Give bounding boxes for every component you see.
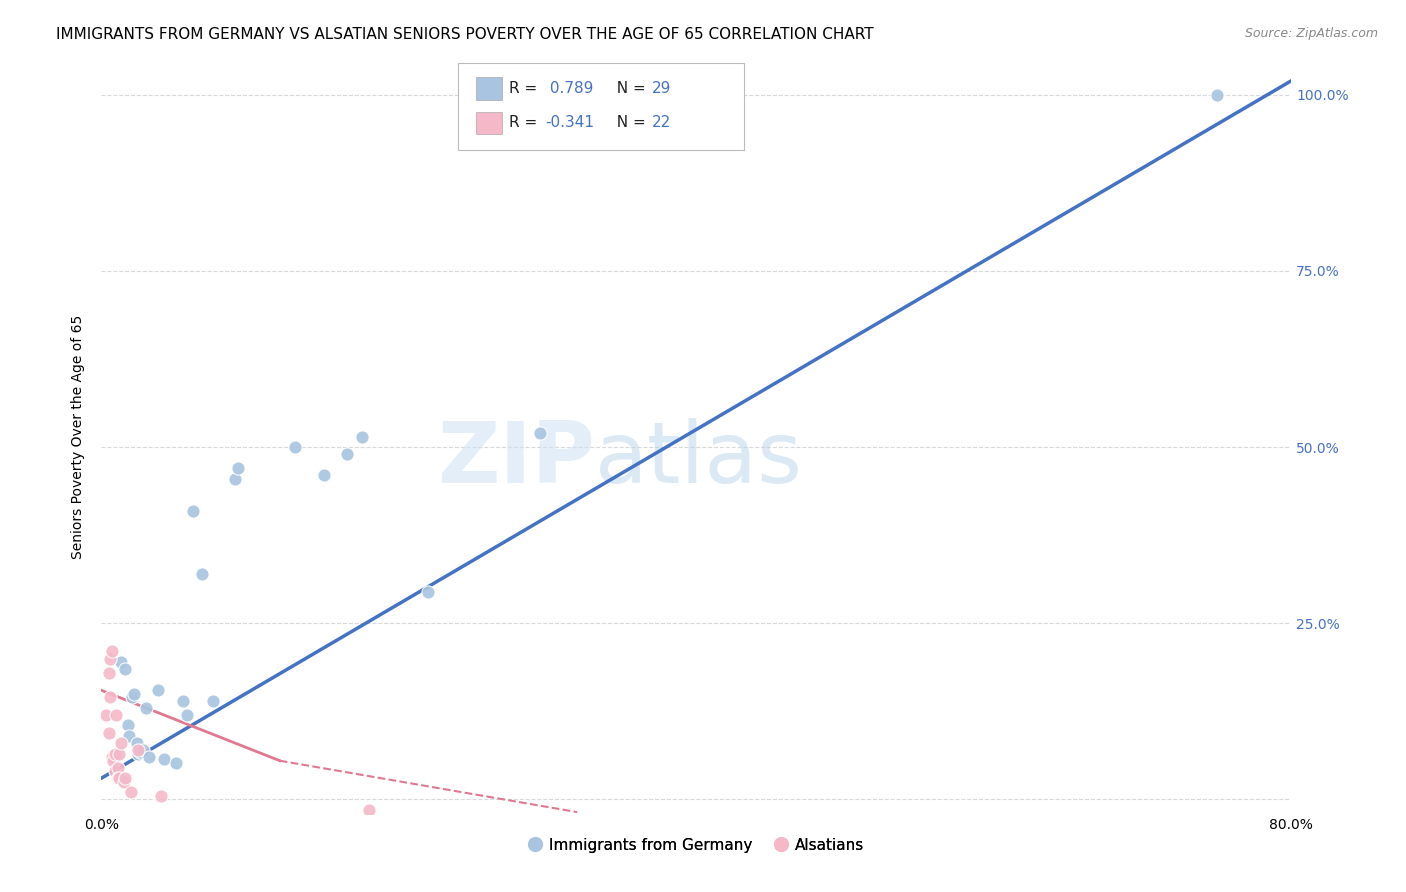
Text: R =: R = — [509, 81, 543, 95]
Point — [121, 690, 143, 705]
Point — [120, 785, 142, 799]
Point — [118, 729, 141, 743]
Point — [127, 747, 149, 761]
Point — [97, 725, 120, 739]
Y-axis label: Seniors Poverty Over the Age of 65: Seniors Poverty Over the Age of 65 — [72, 315, 86, 558]
Text: -0.341: -0.341 — [546, 115, 595, 130]
Point — [357, 803, 380, 817]
Point — [146, 683, 169, 698]
Point — [128, 745, 150, 759]
Point — [149, 789, 172, 803]
Point — [98, 690, 121, 705]
Point — [114, 772, 136, 786]
Point — [191, 566, 214, 581]
Text: ZIP: ZIP — [437, 417, 595, 500]
Point — [122, 687, 145, 701]
Point — [224, 472, 246, 486]
Point — [314, 468, 336, 483]
Point — [165, 756, 187, 770]
Point — [127, 743, 149, 757]
Point — [138, 750, 160, 764]
Point — [107, 761, 129, 775]
Point — [100, 750, 122, 764]
Point — [101, 754, 124, 768]
Point — [110, 655, 132, 669]
Bar — [477, 112, 502, 134]
Point — [226, 461, 249, 475]
Point — [110, 736, 132, 750]
Point — [100, 644, 122, 658]
Point — [112, 774, 135, 789]
Point — [135, 701, 157, 715]
Point — [529, 425, 551, 440]
Point — [132, 743, 155, 757]
Text: 29: 29 — [652, 81, 672, 95]
Point — [98, 651, 121, 665]
Text: N =: N = — [607, 81, 651, 95]
Point — [183, 503, 205, 517]
Point — [336, 447, 359, 461]
Point — [418, 584, 440, 599]
Bar — [477, 77, 502, 100]
Point — [117, 718, 139, 732]
Point — [284, 440, 307, 454]
Point — [1206, 87, 1229, 102]
Text: 0.789: 0.789 — [546, 81, 593, 95]
Point — [104, 764, 127, 779]
Text: 22: 22 — [652, 115, 672, 130]
Text: IMMIGRANTS FROM GERMANY VS ALSATIAN SENIORS POVERTY OVER THE AGE OF 65 CORRELATI: IMMIGRANTS FROM GERMANY VS ALSATIAN SENI… — [56, 27, 875, 42]
Text: Source: ZipAtlas.com: Source: ZipAtlas.com — [1244, 27, 1378, 40]
Point — [104, 747, 127, 761]
Point — [350, 429, 373, 443]
Point — [94, 707, 117, 722]
Point — [114, 662, 136, 676]
Point — [172, 694, 194, 708]
Point — [108, 747, 131, 761]
Point — [125, 736, 148, 750]
Text: N =: N = — [607, 115, 651, 130]
Point — [107, 772, 129, 786]
Point — [97, 665, 120, 680]
Text: R =: R = — [509, 115, 543, 130]
Text: atlas: atlas — [595, 417, 803, 500]
Point — [201, 694, 224, 708]
FancyBboxPatch shape — [458, 63, 744, 150]
Point — [108, 772, 131, 786]
Point — [176, 707, 198, 722]
Point — [152, 751, 174, 765]
Legend: Immigrants from Germany, Alsatians: Immigrants from Germany, Alsatians — [523, 831, 870, 859]
Point — [105, 707, 128, 722]
